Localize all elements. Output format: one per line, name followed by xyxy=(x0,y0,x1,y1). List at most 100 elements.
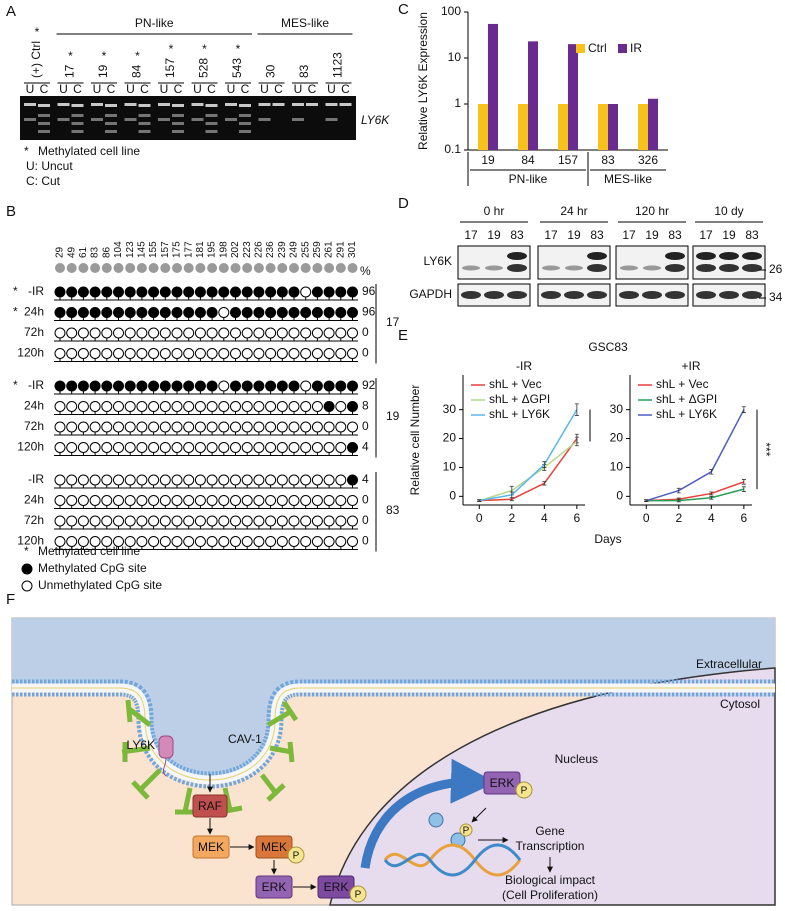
group-label: 83 xyxy=(386,503,400,517)
cpg-site xyxy=(323,421,335,433)
site-label: 61 xyxy=(78,246,89,258)
cpg-site xyxy=(241,286,253,298)
cpg-site xyxy=(218,495,230,506)
cpg-site xyxy=(276,474,288,486)
cpg-site xyxy=(159,327,171,339)
cpg-site xyxy=(113,474,124,486)
site-label: 175 xyxy=(172,241,183,258)
cpg-site xyxy=(194,380,206,392)
band xyxy=(696,291,716,299)
cpg-site xyxy=(171,348,183,359)
legend-text: Methylated cell line xyxy=(38,544,140,558)
site-header xyxy=(195,263,206,273)
site-header xyxy=(136,263,147,273)
uc-label: U xyxy=(327,82,336,96)
site-header xyxy=(230,263,241,273)
legend-label: shL + LY6K xyxy=(489,407,550,421)
cpg-site xyxy=(265,421,277,433)
cpg-site xyxy=(194,536,206,547)
ly6k-protein xyxy=(158,735,174,759)
row-percent: 0 xyxy=(362,534,369,548)
cpg-site xyxy=(89,380,101,392)
group-label: 17 xyxy=(386,315,400,329)
cpg-site xyxy=(288,380,300,392)
site-header xyxy=(335,263,346,273)
cpg-site xyxy=(311,515,323,527)
cpg-site xyxy=(276,536,288,547)
x-axis-label: Days xyxy=(594,532,621,546)
gel-band xyxy=(138,130,151,133)
cpg-site xyxy=(183,327,195,339)
x-tick-label: 0 xyxy=(643,511,650,525)
uc-label: U xyxy=(260,82,269,96)
row-percent: 92 xyxy=(362,378,376,392)
cpg-site xyxy=(136,474,148,486)
series-line xyxy=(646,481,745,502)
site-header xyxy=(207,263,218,273)
cpg-site xyxy=(171,474,183,486)
bar xyxy=(478,104,488,150)
series-line xyxy=(646,409,745,502)
row-label: 72h xyxy=(24,419,44,433)
cpg-site xyxy=(253,474,265,486)
region-label: Extracellular xyxy=(696,657,762,671)
cpg-site xyxy=(136,515,148,527)
gel-band xyxy=(57,118,70,121)
cpg-site xyxy=(124,515,136,527)
series-line xyxy=(646,488,745,502)
gel-band xyxy=(225,118,237,121)
cpg-site xyxy=(311,286,323,298)
site-label: 49 xyxy=(66,246,77,258)
uc-label: C xyxy=(341,82,350,96)
y-tick-label: 20 xyxy=(443,431,457,445)
time-label: 24 hr xyxy=(560,204,587,218)
row-label: 24h xyxy=(24,305,44,319)
gel-band xyxy=(71,130,84,133)
series-line xyxy=(479,438,578,502)
error-bar xyxy=(542,481,547,486)
cpg-site xyxy=(183,380,195,392)
cpg-site xyxy=(311,327,323,339)
error-bar xyxy=(676,487,681,494)
cpg-site xyxy=(265,474,277,486)
uc-label: C xyxy=(174,82,183,96)
cpg-site xyxy=(288,442,300,453)
cpg-site xyxy=(265,307,277,318)
cpg-site xyxy=(54,348,66,359)
cpg-site xyxy=(288,474,300,486)
error-bar xyxy=(509,491,514,499)
cpg-site xyxy=(113,348,124,359)
cpg-site xyxy=(218,421,230,433)
protein-label: LY6K xyxy=(424,254,452,268)
marker-label: 26 xyxy=(769,262,783,276)
lane-label: 83 xyxy=(510,228,524,242)
cpg-site xyxy=(113,536,124,547)
cpg-site xyxy=(253,421,265,433)
cpg-site xyxy=(335,515,347,527)
gel-band xyxy=(24,103,36,106)
cpg-site xyxy=(194,495,206,506)
cpg-site xyxy=(136,421,148,433)
cpg-site xyxy=(148,380,160,392)
site-header xyxy=(300,263,311,273)
cpg-site xyxy=(136,307,148,318)
row-label: -IR xyxy=(28,472,44,486)
gel-band xyxy=(205,122,218,125)
protein-label: P xyxy=(355,890,362,901)
uc-label: C xyxy=(73,82,82,96)
error-bar xyxy=(741,486,746,492)
error-bar xyxy=(542,461,547,468)
site-label: 86 xyxy=(101,246,112,258)
site-header xyxy=(172,263,182,273)
cpg-site xyxy=(54,401,66,412)
percent-header: % xyxy=(360,264,371,278)
cpg-site xyxy=(136,348,148,359)
site-header xyxy=(55,263,65,273)
cpg-site xyxy=(113,286,124,298)
site-label: 157 xyxy=(160,241,171,258)
cpg-site xyxy=(89,286,101,298)
panel-label: C xyxy=(398,1,409,18)
cpg-site xyxy=(171,401,183,412)
cpg-site xyxy=(206,286,218,298)
protein-label: CAV-1 xyxy=(228,732,262,746)
